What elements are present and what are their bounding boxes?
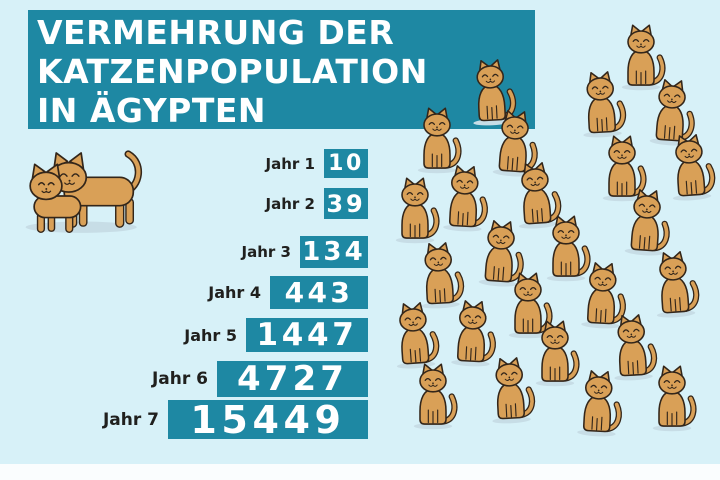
- sitting-cat-icon: [443, 165, 487, 232]
- bar-category-label: Jahr 6: [151, 369, 208, 389]
- sitting-cat-icon: [603, 136, 644, 201]
- title-panel: VERMEHRUNG DER KATZENPOPULATION IN ÄGYPT…: [28, 10, 535, 130]
- bar-row: Jahr 6 4727: [0, 359, 368, 399]
- footer-strip: [0, 464, 720, 480]
- standing-cats-group: [25, 150, 142, 234]
- bar: 1447: [246, 317, 368, 353]
- bar: 15449: [168, 398, 368, 442]
- sitting-cat-icon: [653, 366, 694, 431]
- sitting-cat-icon: [580, 71, 624, 138]
- bar-row: Jahr 4 443: [0, 276, 368, 309]
- bar-category-label: Jahr 1: [265, 154, 315, 173]
- bar-row: Jahr 2 39: [0, 188, 368, 219]
- bar-category-label: Jahr 5: [184, 325, 237, 345]
- bar-category-label: Jahr 2: [265, 194, 315, 213]
- bar-row: Jahr 5 1447: [0, 317, 368, 353]
- title-line-3: IN ÄGYPTEN: [37, 91, 267, 130]
- standing-cat-left: [29, 163, 82, 234]
- bar: 134: [300, 236, 368, 268]
- sitting-cat-icon: [489, 357, 533, 424]
- bar-category-label: Jahr 4: [208, 283, 261, 302]
- sitting-cat-icon: [622, 25, 663, 90]
- sitting-cat-icon: [418, 108, 459, 173]
- cat-face: [59, 173, 80, 186]
- sitting-cat-icon: [451, 300, 495, 367]
- sitting-cat-icon: [653, 251, 698, 319]
- sitting-cat-icon: [611, 314, 655, 381]
- sitting-cat-icon: [581, 262, 625, 329]
- cat-face: [37, 181, 55, 194]
- title-line-1: VERMEHRUNG DER: [37, 13, 395, 52]
- title-line-2: KATZENPOPULATION: [37, 52, 428, 91]
- sitting-cat-icon: [478, 220, 523, 288]
- bar-row: Jahr 7 15449: [0, 398, 368, 442]
- cat-head: [29, 171, 63, 201]
- bar: 39: [324, 188, 368, 219]
- sitting-cat-icon: [396, 178, 437, 243]
- bar: 443: [270, 276, 368, 309]
- bar: 10: [324, 149, 368, 178]
- sitting-cat-icon: [577, 370, 621, 437]
- sitting-cat-icon: [414, 364, 455, 429]
- sitting-cat-icon: [393, 302, 438, 370]
- bar: 4727: [217, 359, 368, 399]
- bar-category-label: Jahr 7: [102, 409, 159, 430]
- bar-row: Jahr 1 10: [0, 149, 368, 178]
- bar-row: Jahr 3 134: [0, 236, 368, 268]
- sitting-cat-icon: [418, 242, 462, 309]
- sitting-cat-icon: [649, 79, 694, 147]
- cat-legs: [36, 212, 74, 234]
- bar-category-label: Jahr 3: [241, 243, 291, 261]
- standing-cats-illustration: [25, 150, 142, 234]
